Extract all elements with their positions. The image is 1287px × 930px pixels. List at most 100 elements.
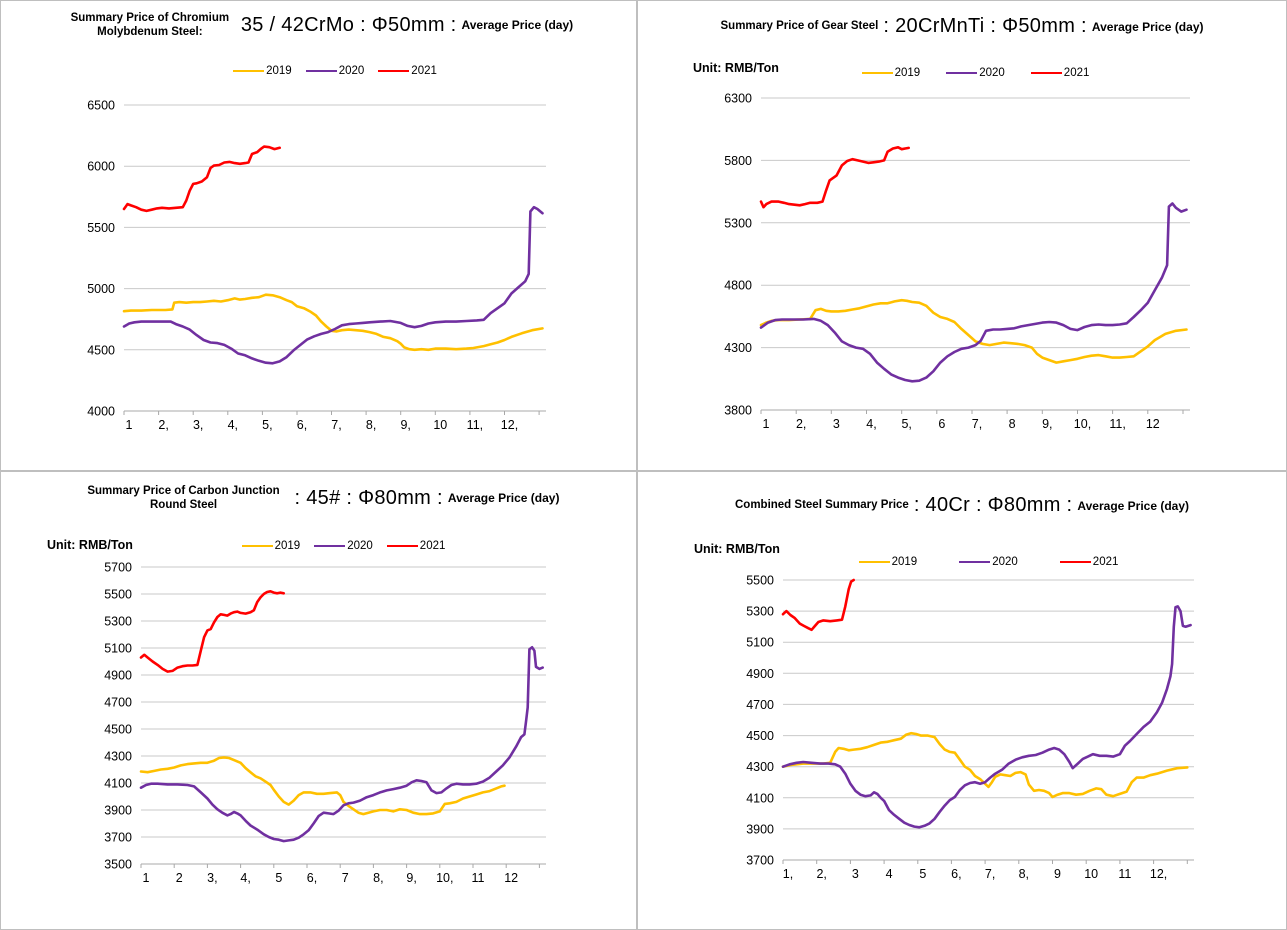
chart-title-prefix: Summary Price of Carbon Junction Round S… <box>87 485 280 512</box>
y-axis-tick-label: 3500 <box>104 858 132 872</box>
legend-label: 2021 <box>1092 556 1119 568</box>
legend-label: 2020 <box>338 65 365 77</box>
legend-item-2019: 2019 <box>858 556 918 568</box>
y-axis-tick-label: 5100 <box>746 636 774 650</box>
chart-panel-chromium-molybdenum-steel: Summary Price of Chromium Molybdenum Ste… <box>0 0 637 471</box>
y-axis-tick-label: 5300 <box>724 216 752 230</box>
x-axis-tick-label: 12, <box>1150 867 1167 881</box>
legend-item-2019: 2019 <box>861 67 921 79</box>
x-axis-tick-label: 5, <box>901 417 911 431</box>
line-chart: 3700 3900 4100 4300 4500 4700 4900 5100 5300 5500… <box>746 574 1194 881</box>
x-axis-tick-label: 10, <box>436 871 453 885</box>
x-axis-tick-label: 12, <box>501 418 518 432</box>
chart-title: Summary Price of Carbon Junction Round S… <box>1 484 636 513</box>
legend-item-2021: 2021 <box>1030 67 1090 79</box>
y-axis-tick-label: 4900 <box>746 667 774 681</box>
unit-label: Unit: RMB/Ton <box>693 61 779 75</box>
x-axis-tick-label: 8 <box>1009 417 1016 431</box>
x-axis-tick-label: 3, <box>193 418 203 432</box>
chart-title-suffix: Average Price (day) <box>1091 19 1204 34</box>
x-axis-tick-label: 2 <box>176 871 183 885</box>
legend-line-swatch <box>861 72 893 74</box>
line-chart: 3800 4300 4800 5300 5800 6300 1 2, 3 4, 5, 6 7, 8 9, 10… <box>724 92 1190 431</box>
series-line-2020 <box>781 605 1192 829</box>
legend-label: 2020 <box>979 67 1005 79</box>
y-axis-tick-label: 4100 <box>104 777 132 791</box>
legend-line-swatch <box>959 561 991 563</box>
x-axis-tick-label: 9 <box>1054 867 1061 881</box>
y-axis-tick-label: 3900 <box>104 804 132 818</box>
x-axis-tick-label: 8, <box>366 418 376 432</box>
unit-label: Unit: RMB/Ton <box>694 542 780 556</box>
x-axis-tick-label: 7 <box>342 871 349 885</box>
y-axis-tick-label: 4700 <box>104 696 132 710</box>
y-axis-tick-label: 3700 <box>104 831 132 845</box>
legend-item-2020: 2020 <box>305 65 365 77</box>
x-axis-tick-label: 3 <box>833 417 840 431</box>
series-line-2019 <box>759 298 1188 364</box>
series-line-2021 <box>759 146 911 209</box>
chart-title-spec: : 20CrMnTi : Φ50mm : <box>883 15 1087 37</box>
legend-label: 2019 <box>274 540 301 552</box>
x-axis-tick-label: 1, <box>783 867 793 881</box>
x-axis-tick-label: 8, <box>373 871 383 885</box>
chart-title-suffix: Average Price (day) <box>1077 498 1190 513</box>
legend-label: 2019 <box>894 67 921 79</box>
chart-title-spec: : 40Cr : Φ80mm : <box>913 494 1073 516</box>
chart-panel-carbon-junction-round-steel: Summary Price of Carbon Junction Round S… <box>0 471 637 930</box>
legend: 2019 2020 2021 <box>124 65 546 77</box>
y-axis-tick-label: 3700 <box>746 854 774 868</box>
chart-panel-combined-steel: Combined Steel Summary Price : 40Cr : Φ8… <box>637 471 1287 930</box>
y-axis-tick-label: 4300 <box>104 750 132 764</box>
y-axis-tick-label: 5100 <box>104 642 132 656</box>
x-axis-tick-label: 9, <box>1042 417 1052 431</box>
x-axis-tick-label: 8, <box>1019 867 1029 881</box>
x-axis-tick-label: 10, <box>1074 417 1091 431</box>
y-axis-tick-label: 4700 <box>746 698 774 712</box>
x-axis-tick-label: 2, <box>816 867 826 881</box>
y-axis-tick-label: 4000 <box>87 405 115 419</box>
series-line-2019 <box>139 756 506 816</box>
legend-line-swatch <box>1030 72 1062 74</box>
y-axis-tick-label: 6500 <box>87 99 115 113</box>
legend-line-swatch <box>1059 561 1091 563</box>
y-axis-tick-label: 4300 <box>746 760 774 774</box>
legend-line-swatch <box>305 70 337 72</box>
y-axis-tick-label: 3900 <box>746 822 774 836</box>
x-axis-tick-label: 5, <box>262 418 272 432</box>
x-axis-tick-label: 9, <box>400 418 410 432</box>
chart-title-spec: 35 / 42CrMo : Φ50mm : <box>240 13 457 36</box>
legend-item-2020: 2020 <box>314 540 373 552</box>
y-axis-tick-label: 6000 <box>87 160 115 174</box>
x-axis-tick-label: 7, <box>331 418 341 432</box>
y-axis-tick-label: 4500 <box>104 723 132 737</box>
x-axis-tick-label: 3 <box>852 867 859 881</box>
y-axis-tick-label: 3800 <box>724 404 752 418</box>
legend: 2019 2020 2021 <box>761 67 1190 79</box>
y-axis-tick-label: 5700 <box>104 561 132 575</box>
legend-item-2021: 2021 <box>1059 556 1119 568</box>
legend-item-2020: 2020 <box>959 556 1018 568</box>
legend-item-2021: 2021 <box>378 65 437 77</box>
chart-title: Combined Steel Summary Price : 40Cr : Φ8… <box>638 494 1286 517</box>
chart-title-prefix: Summary Price of Gear Steel <box>720 20 879 33</box>
x-axis-tick-label: 11 <box>1118 867 1131 881</box>
chart-title: Summary Price of Gear Steel : 20CrMnTi :… <box>638 15 1286 38</box>
legend-label: 2021 <box>1063 67 1090 79</box>
x-axis-tick-label: 6, <box>951 867 961 881</box>
x-axis-tick-label: 12 <box>504 871 518 885</box>
x-axis-tick-label: 3, <box>207 871 217 885</box>
legend-label: 2019 <box>891 556 918 568</box>
series-line-2020 <box>122 205 544 365</box>
series-line-2021 <box>781 578 855 632</box>
y-axis-tick-label: 4300 <box>724 341 752 355</box>
x-axis-tick-label: 11, <box>467 418 483 432</box>
x-axis-tick-label: 2, <box>796 417 806 431</box>
legend-line-swatch <box>241 545 273 547</box>
series-line-2019 <box>781 731 1189 799</box>
x-axis-tick-label: 5 <box>275 871 282 885</box>
legend-line-swatch <box>946 72 978 74</box>
chart-title-suffix: Average Price (day) <box>447 491 560 506</box>
legend-item-2019: 2019 <box>241 540 301 552</box>
x-axis-tick-label: 11, <box>1109 417 1125 431</box>
